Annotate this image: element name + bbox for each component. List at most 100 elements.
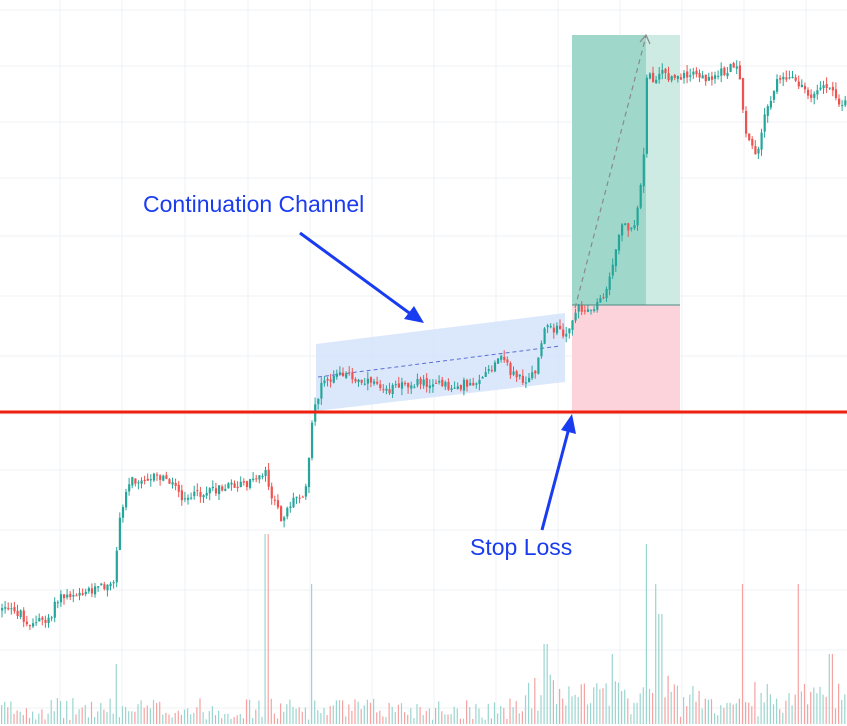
volume-bar (602, 688, 604, 724)
candle-body (484, 372, 487, 377)
volume-bar (81, 707, 83, 724)
candle-body (376, 381, 379, 384)
candle-body (227, 483, 230, 489)
channel-arrow-shaft (299, 231, 413, 317)
candle-body (707, 77, 710, 81)
candle-body (459, 384, 462, 390)
candle-body (264, 470, 267, 477)
volume-bar (171, 717, 173, 724)
volume-bar (729, 702, 731, 724)
volume-bar (559, 688, 561, 724)
volume-bar (481, 717, 483, 724)
projection-arrowhead (639, 33, 651, 45)
volume-bar (673, 684, 675, 724)
volume-bar (658, 614, 660, 724)
candle-body (605, 288, 608, 299)
candle-body (354, 379, 357, 382)
candle-body (689, 75, 692, 77)
candle-body (115, 550, 118, 583)
candle-body (760, 132, 763, 150)
volume-bar (425, 710, 427, 724)
volume-bar (686, 706, 688, 724)
candle-body (50, 617, 53, 619)
candle-body (751, 138, 754, 146)
candle-body (621, 224, 624, 236)
candle-body (844, 100, 847, 106)
volume-bar (326, 715, 328, 724)
volume-bar (112, 713, 114, 724)
candle-body (645, 77, 648, 154)
candle-body (112, 582, 115, 584)
volume-bar (695, 701, 697, 724)
volume-bar (289, 699, 291, 724)
candle-body (611, 264, 614, 276)
candle-body (738, 65, 741, 80)
volume-bar (608, 705, 610, 724)
volume-bar (90, 701, 93, 724)
volume-bar (400, 703, 403, 724)
volume-bar (701, 708, 703, 724)
volume-bar (53, 711, 55, 724)
volume-bar (738, 698, 740, 724)
candle-body (323, 380, 326, 384)
candle-body (608, 276, 611, 290)
candle-body (549, 326, 552, 328)
volume-bar (351, 710, 353, 724)
candle-body (276, 500, 280, 508)
volume-bar (785, 700, 787, 724)
volume-bar (509, 698, 511, 724)
volume-bar (301, 711, 303, 724)
candle-body (838, 98, 841, 105)
candle-body (447, 382, 450, 390)
candle-body (614, 249, 617, 267)
volume-bar (202, 712, 204, 724)
volume-bar (444, 714, 446, 724)
volume-bar (757, 716, 759, 724)
candle-body (320, 382, 323, 399)
candle-body (140, 480, 143, 484)
volume-bar (667, 675, 669, 724)
candle-body (273, 499, 276, 501)
candle-body (475, 383, 478, 385)
volume-bar (599, 689, 601, 724)
volume-bar (199, 698, 201, 724)
candle-body (280, 506, 283, 522)
volume-bar (360, 709, 362, 724)
candle-body (190, 497, 193, 499)
candle-body (230, 482, 233, 485)
volume-bar (831, 654, 833, 724)
volume-bar (524, 695, 527, 724)
candle-body (652, 72, 655, 83)
volume-bar (586, 704, 589, 724)
volume-bar (292, 706, 294, 724)
volume-bar (146, 705, 148, 724)
volume-bar (227, 713, 229, 724)
volume-bar (56, 698, 58, 724)
candle-body (255, 478, 258, 480)
volume-bar (47, 713, 49, 724)
candle-body (32, 623, 35, 627)
volume-bar (109, 698, 111, 724)
candle-body (202, 495, 205, 498)
candle-body (94, 586, 97, 595)
candle-body (518, 374, 521, 377)
candle-body (183, 498, 187, 500)
volume-bar (800, 691, 802, 724)
candle-body (143, 479, 146, 481)
volume-bar (462, 718, 465, 724)
volume-bar (748, 702, 750, 724)
volume-bar (555, 704, 558, 724)
candle-body (404, 383, 407, 385)
candle-body (831, 86, 834, 91)
volume-bar (394, 711, 396, 724)
candle-body (800, 84, 803, 88)
volume-bar (779, 709, 781, 724)
candle-body (438, 380, 441, 383)
volume-bar (298, 707, 300, 724)
candle-body (841, 105, 844, 107)
volume-bar (391, 706, 393, 724)
volume-bar (245, 699, 248, 724)
volume-bar (546, 644, 548, 724)
volume-bar (676, 685, 678, 724)
candle-body (810, 94, 813, 98)
